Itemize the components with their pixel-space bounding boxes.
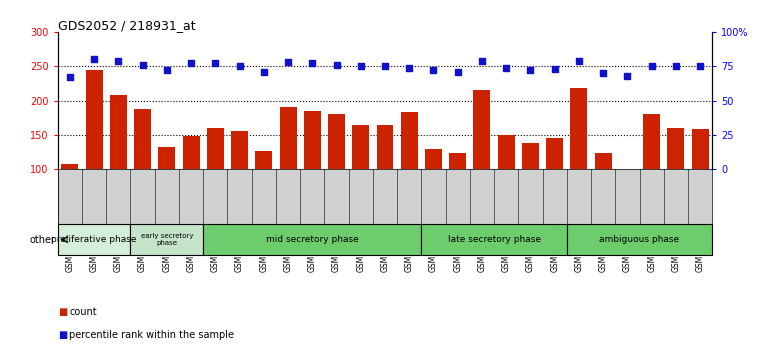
Bar [425,149,442,169]
Bar [134,109,151,169]
Point [185,61,197,66]
Point [645,63,658,69]
Point [379,63,391,69]
Bar [353,125,370,169]
Text: count: count [69,307,97,316]
Bar [110,95,127,169]
Point [112,58,125,64]
Point [355,63,367,69]
Text: ■: ■ [58,307,67,316]
Bar [571,88,588,169]
Point [64,74,76,80]
Text: GDS2052 / 218931_at: GDS2052 / 218931_at [58,19,196,32]
Point [403,65,415,70]
Bar [58,224,130,255]
Bar [159,147,176,169]
Text: mid secretory phase: mid secretory phase [266,235,359,244]
Bar [207,128,224,169]
Bar [668,128,685,169]
Bar [691,130,708,169]
Bar [304,111,321,169]
Point [136,62,149,68]
Bar [421,224,567,255]
Bar [62,164,79,169]
Text: early secretory
phase: early secretory phase [141,233,193,246]
Point [548,66,561,72]
Bar [377,125,393,169]
Bar [522,143,539,169]
Bar [643,114,660,169]
Text: proliferative phase: proliferative phase [52,235,137,244]
Point [209,61,222,66]
Point [500,65,512,70]
Bar [256,152,273,169]
Bar [280,108,296,169]
Text: ambiguous phase: ambiguous phase [600,235,680,244]
Text: ■: ■ [58,330,67,339]
Point [233,63,246,69]
Bar [130,224,203,255]
Point [573,58,585,64]
Point [524,68,537,73]
Point [597,70,609,76]
Point [306,61,319,66]
Bar [474,90,490,169]
Text: late secretory phase: late secretory phase [447,235,541,244]
Bar [546,138,563,169]
Point [621,73,634,79]
Point [258,69,270,75]
Bar [400,112,417,169]
Point [282,59,294,65]
Bar [85,70,102,169]
Bar [182,136,199,169]
Bar [567,224,712,255]
Bar [594,153,611,169]
Point [427,68,440,73]
Point [451,69,464,75]
Bar [449,153,466,169]
Point [161,68,173,73]
Bar [328,114,345,169]
Bar [497,135,514,169]
Text: percentile rank within the sample: percentile rank within the sample [69,330,234,339]
Point [88,57,100,62]
Point [476,58,488,64]
Text: other: other [29,235,55,245]
Point [694,63,706,69]
Bar [231,131,248,169]
Point [670,63,682,69]
Bar [203,224,421,255]
Point [330,62,343,68]
